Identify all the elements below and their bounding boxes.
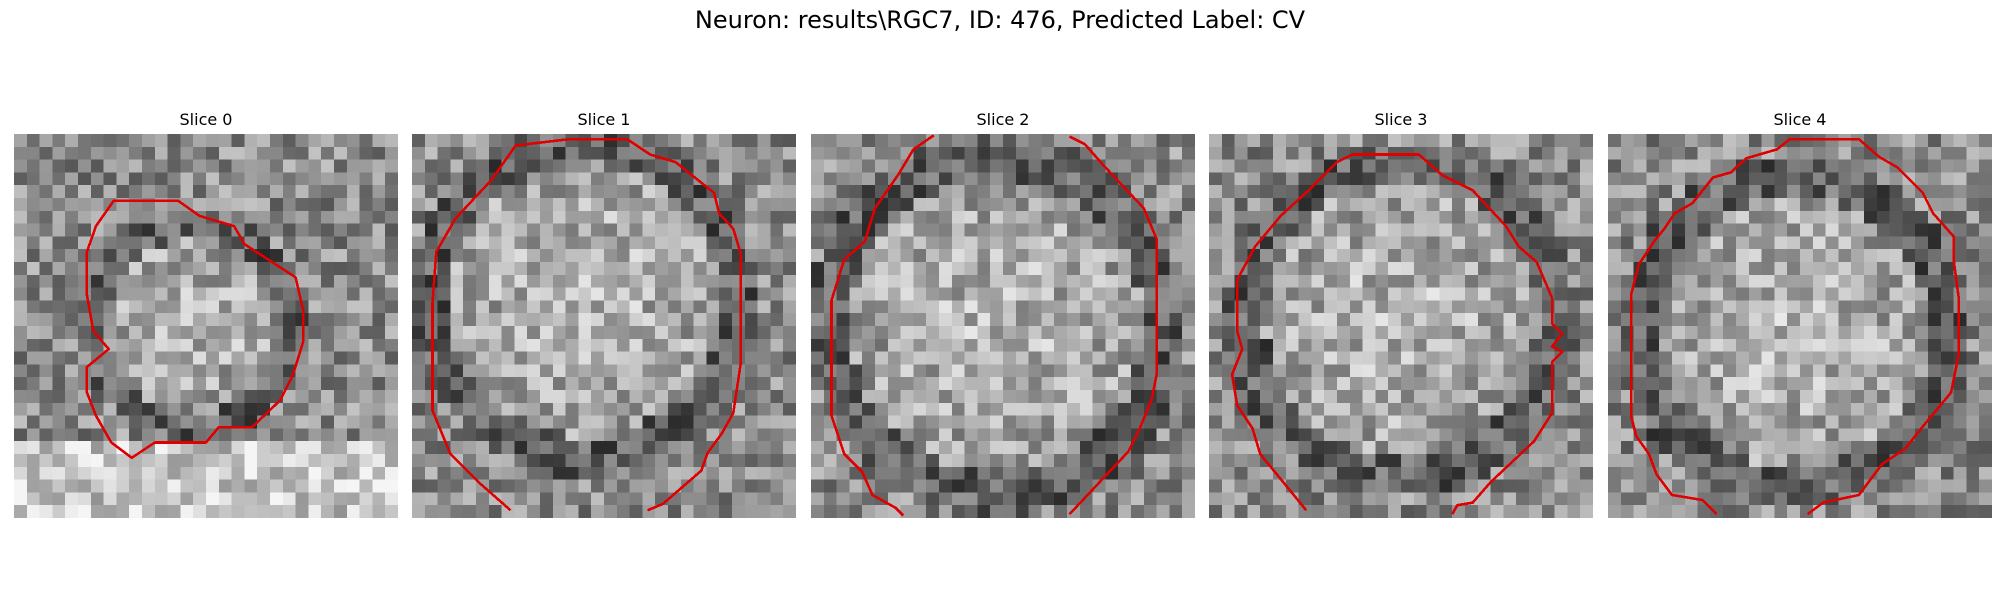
figure-title: Neuron: results\RGC7, ID: 476, Predicted… xyxy=(694,6,1306,34)
slice-panel-3: Slice 3 xyxy=(1209,108,1593,518)
slice-title: Slice 3 xyxy=(1374,110,1428,129)
slice-title: Slice 1 xyxy=(577,110,631,129)
slice-image xyxy=(811,134,1195,518)
slice-title: Slice 2 xyxy=(976,110,1030,129)
segmentation-contour xyxy=(1629,137,1960,516)
slice-panel-2: Slice 2 xyxy=(811,108,1195,518)
segmentation-contour xyxy=(830,134,1158,517)
slice-panel-1: Slice 1 xyxy=(412,108,796,518)
slice-image xyxy=(14,134,398,518)
slice-title: Slice 0 xyxy=(179,110,233,129)
slice-image xyxy=(412,134,796,518)
slice-title: Slice 4 xyxy=(1773,110,1827,129)
segmentation-contour xyxy=(85,199,305,460)
slice-image xyxy=(1608,134,1992,518)
segmentation-contour xyxy=(431,137,743,512)
slice-image xyxy=(1209,134,1593,518)
slice-panel-4: Slice 4 xyxy=(1608,108,1992,518)
slice-panel-0: Slice 0 xyxy=(14,108,398,518)
segmentation-contour xyxy=(1230,153,1564,515)
